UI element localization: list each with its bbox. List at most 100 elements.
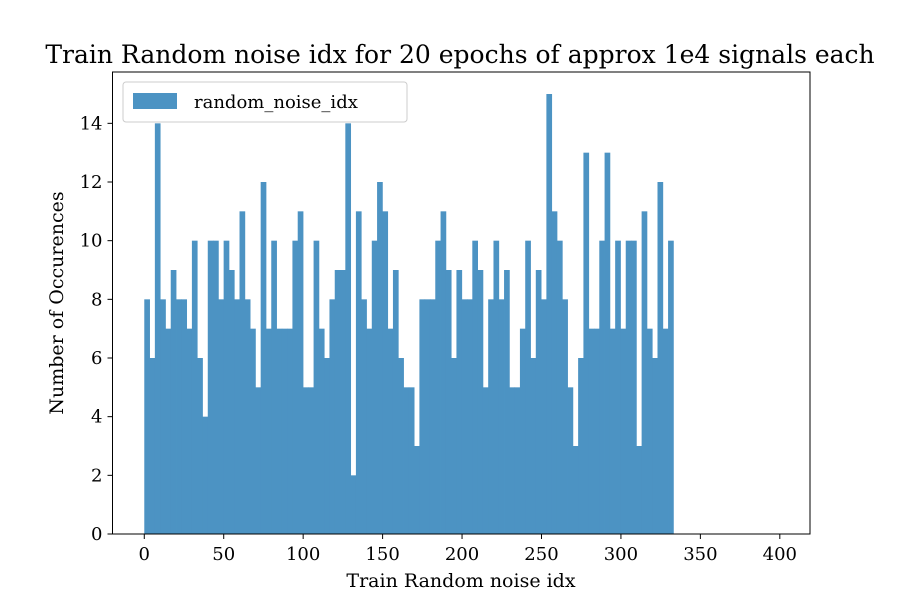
histogram-bar [609,328,616,534]
legend-label: random_noise_idx [194,92,358,113]
y-tick-label: 8 [91,289,102,310]
histogram-bar [535,270,542,534]
histogram-bar [191,240,198,534]
histogram-bar [197,358,203,534]
histogram-bar [482,387,489,534]
histogram-bar [371,240,378,534]
histogram-bar [541,299,547,534]
x-tick-label: 300 [604,544,638,565]
x-tick-label: 100 [286,544,320,565]
histogram-bar [578,358,584,534]
histogram-bar [382,211,389,535]
histogram-bar [445,270,452,534]
y-tick-label: 0 [91,524,102,545]
histogram-bar [572,446,579,534]
histogram-bar [176,299,182,534]
histogram-bar [276,328,283,534]
histogram-bar [625,240,632,534]
histogram-bar [361,299,367,534]
histogram-bar [493,240,500,534]
x-tick-label: 350 [683,544,717,565]
histogram-bar [424,299,431,534]
histogram-bar [255,387,262,534]
histogram-bar [567,387,574,534]
histogram-bar [562,299,568,534]
histogram-bar [477,270,484,534]
x-tick-label: 50 [212,544,235,565]
y-tick-label: 2 [91,465,102,486]
histogram-bar [429,299,436,534]
legend: random_noise_idx [122,81,408,123]
histogram-bar [509,387,516,534]
histogram-bar [498,299,505,534]
histogram-bar [218,299,225,534]
histogram-bar [646,328,653,534]
histogram-bar [144,299,150,534]
histogram-bar [297,211,304,535]
x-tick-label: 150 [365,544,399,565]
y-tick-label: 4 [91,407,102,428]
histogram-bar [154,123,161,534]
histogram-bar [160,299,166,534]
histogram-bar [250,328,256,534]
y-tick-label: 14 [80,113,103,134]
histogram-bar [345,123,352,534]
histogram-bar [170,270,177,534]
histogram-bar [239,211,246,535]
histogram-bar [308,387,314,534]
histogram-bar [329,299,336,534]
histogram-bar [186,328,193,534]
histogram-bar [207,240,214,534]
x-tick-label: 200 [445,544,479,565]
y-tick-label: 6 [91,348,102,369]
histogram-bar [641,211,648,535]
histogram-bar [657,182,664,534]
histogram-bar [514,387,521,534]
histogram-bar [604,152,611,534]
histogram-bar [488,299,494,534]
histogram-bar [551,211,558,535]
histogram-bar [556,240,563,534]
histogram-bar [223,240,230,534]
x-tick-label: 250 [524,544,558,565]
histogram-bar [662,328,669,534]
histogram-bar [583,152,590,534]
histogram-bar [440,211,447,535]
x-tick-label: 400 [763,544,797,565]
histogram-bar [408,387,415,534]
histogram-bar [593,328,600,534]
histogram-bar [165,328,172,534]
histogram-bar [313,240,320,534]
histogram-bar [530,358,537,534]
histogram-bars [144,94,674,535]
histogram-bar [181,299,188,534]
histogram-bar [414,446,420,534]
y-tick-label: 10 [80,231,103,252]
plot-frame [112,71,811,535]
histogram-bar [461,299,468,534]
histogram-bar [377,182,383,534]
histogram-bar [387,328,394,534]
histogram-bar [366,328,373,534]
histogram-bar [519,328,526,534]
histogram-bar [451,358,457,534]
histogram-bar [419,299,426,534]
histogram-bar [472,240,478,534]
histogram-bar [599,240,605,534]
histogram-bar [234,299,240,534]
histogram-bar [615,240,621,534]
histogram-bar [355,211,362,535]
histogram-bar [340,270,346,534]
chart-title: Train Random noise idx for 20 epochs of … [45,40,874,69]
x-axis-label: Train Random noise idx [346,570,575,592]
histogram-bar [228,270,235,534]
histogram-bar [292,240,299,534]
histogram-bar [149,358,156,534]
histogram-bar [265,328,272,534]
histogram-bar [525,240,531,534]
histogram-bar [652,358,658,534]
histogram-bar [260,182,267,534]
histogram-bar [287,328,293,534]
x-axis-ticks: 0 50 100 150 200 250 300 350 400 [139,534,797,565]
histogram-bar [202,416,209,534]
